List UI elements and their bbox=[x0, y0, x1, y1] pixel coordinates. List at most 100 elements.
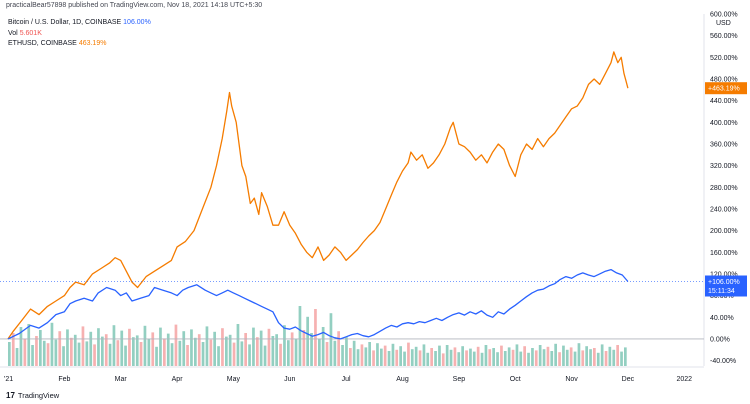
volume-bar bbox=[391, 343, 395, 366]
volume-bar bbox=[306, 316, 309, 366]
volume-bar bbox=[267, 328, 271, 366]
volume-bar bbox=[124, 345, 127, 366]
volume-bar bbox=[201, 342, 205, 366]
volume-bar bbox=[445, 345, 449, 366]
y-tick-label: 40.00% bbox=[710, 315, 734, 322]
btc-last-label-1: 15:11:34 bbox=[708, 288, 735, 295]
tradingview-logo-icon: 17 bbox=[6, 391, 15, 400]
last-value-labels: +463.19% +106.00% 15:11:34 bbox=[0, 82, 747, 297]
x-tick-label: Jul bbox=[342, 376, 351, 383]
volume-bar bbox=[143, 325, 147, 366]
legend-value-vol: 5.601K bbox=[19, 29, 42, 37]
volume-bar bbox=[422, 344, 426, 366]
volume-bar bbox=[523, 346, 526, 366]
volume-bar bbox=[302, 330, 306, 366]
volume-bar bbox=[85, 341, 89, 366]
volume-bar bbox=[399, 346, 402, 366]
volume-bar bbox=[403, 351, 406, 366]
y-tick-label: 480.00% bbox=[710, 77, 738, 84]
x-tick-label: May bbox=[227, 376, 241, 383]
volume-bar bbox=[356, 349, 360, 366]
volume-bar bbox=[77, 342, 81, 366]
volume-bar bbox=[66, 329, 69, 366]
volume-bar bbox=[8, 342, 11, 366]
volume-bar bbox=[620, 351, 623, 366]
volume-bar bbox=[484, 345, 488, 366]
legend-label-btc: Bitcoin / U.S. Dollar, 1D, COINBASE bbox=[8, 19, 122, 26]
volume-bar bbox=[89, 331, 93, 366]
volume-bar bbox=[453, 347, 457, 366]
volume-bar bbox=[461, 346, 464, 366]
footer-brand: TradingView bbox=[17, 391, 60, 400]
volume-bar bbox=[186, 345, 189, 366]
volume-bar bbox=[418, 350, 422, 366]
volume-bar bbox=[101, 336, 104, 366]
volume-bar bbox=[511, 349, 515, 366]
volume-bar bbox=[325, 342, 329, 366]
volume-bar bbox=[503, 351, 507, 366]
y-tick-label: 240.00% bbox=[710, 207, 738, 214]
volume-bar bbox=[352, 340, 356, 366]
volume-bar bbox=[217, 346, 220, 366]
legend-row-vol[interactable]: Vol 5.601K bbox=[8, 29, 151, 40]
volume-bar bbox=[23, 339, 27, 366]
y-tick-label: 320.00% bbox=[710, 163, 738, 170]
x-tick-label: Feb bbox=[58, 376, 70, 383]
volume-bar bbox=[116, 340, 120, 366]
volume-bar bbox=[616, 345, 619, 366]
volume-bar bbox=[93, 344, 96, 366]
volume-bar bbox=[387, 351, 391, 366]
volume-bar bbox=[383, 345, 387, 366]
volume-bar bbox=[585, 346, 588, 366]
volume-bar bbox=[163, 338, 166, 366]
volume-bar bbox=[515, 344, 519, 366]
volume-bar bbox=[39, 330, 42, 366]
volume-bar bbox=[500, 345, 503, 366]
volume-bar bbox=[70, 337, 73, 366]
time-axis[interactable]: '21 Feb Mar Apr May Jun Jul Aug Sep Oct Nov Dec 2022 bbox=[4, 376, 692, 383]
volume-bar bbox=[318, 339, 321, 366]
volume-bar bbox=[376, 343, 379, 366]
y-tick-label: 400.00% bbox=[710, 120, 738, 127]
volume-bars bbox=[8, 306, 627, 366]
volume-bar bbox=[283, 325, 286, 366]
volume-bar bbox=[248, 344, 251, 366]
volume-bar bbox=[593, 348, 596, 366]
volume-bar bbox=[128, 328, 131, 366]
volume-bar bbox=[562, 345, 565, 366]
volume-bar bbox=[573, 351, 577, 366]
volume-bar bbox=[174, 324, 178, 366]
volume-bar bbox=[596, 352, 600, 366]
y-tick-label: 360.00% bbox=[710, 142, 738, 149]
price-axis-unit: USD bbox=[716, 20, 731, 27]
volume-bar bbox=[608, 346, 612, 366]
volume-bar bbox=[190, 329, 193, 366]
volume-bar bbox=[531, 348, 534, 366]
legend: Bitcoin / U.S. Dollar, 1D, COINBASE 106.… bbox=[8, 18, 151, 50]
volume-bar bbox=[139, 342, 143, 366]
legend-row-btc[interactable]: Bitcoin / U.S. Dollar, 1D, COINBASE 106.… bbox=[8, 18, 151, 29]
y-tick-label: 600.00% bbox=[710, 12, 738, 19]
volume-bar bbox=[565, 349, 569, 366]
x-tick-label: Jun bbox=[284, 376, 295, 383]
price-axis[interactable]: 600.00% 560.00% 520.00% 480.00% 440.00% 400.0… bbox=[710, 12, 738, 366]
volume-bar bbox=[492, 348, 495, 366]
volume-bar bbox=[155, 346, 158, 366]
volume-bar bbox=[166, 333, 170, 366]
volume-bar bbox=[321, 327, 325, 366]
volume-bar bbox=[488, 349, 492, 366]
volume-bar bbox=[298, 306, 302, 366]
x-tick-label: Oct bbox=[510, 376, 521, 383]
volume-bar bbox=[364, 347, 368, 366]
volume-bar bbox=[42, 340, 46, 366]
volume-bar bbox=[558, 352, 561, 366]
legend-row-eth[interactable]: ETHUSD, COINBASE 463.19% bbox=[8, 39, 151, 50]
y-tick-label: 560.00% bbox=[710, 33, 738, 40]
y-tick-label: 280.00% bbox=[710, 185, 738, 192]
volume-bar bbox=[480, 352, 484, 366]
volume-bar bbox=[151, 332, 155, 366]
volume-bar bbox=[538, 345, 542, 366]
volume-bar bbox=[112, 325, 116, 366]
y-tick-label: 80.00% bbox=[710, 293, 734, 300]
